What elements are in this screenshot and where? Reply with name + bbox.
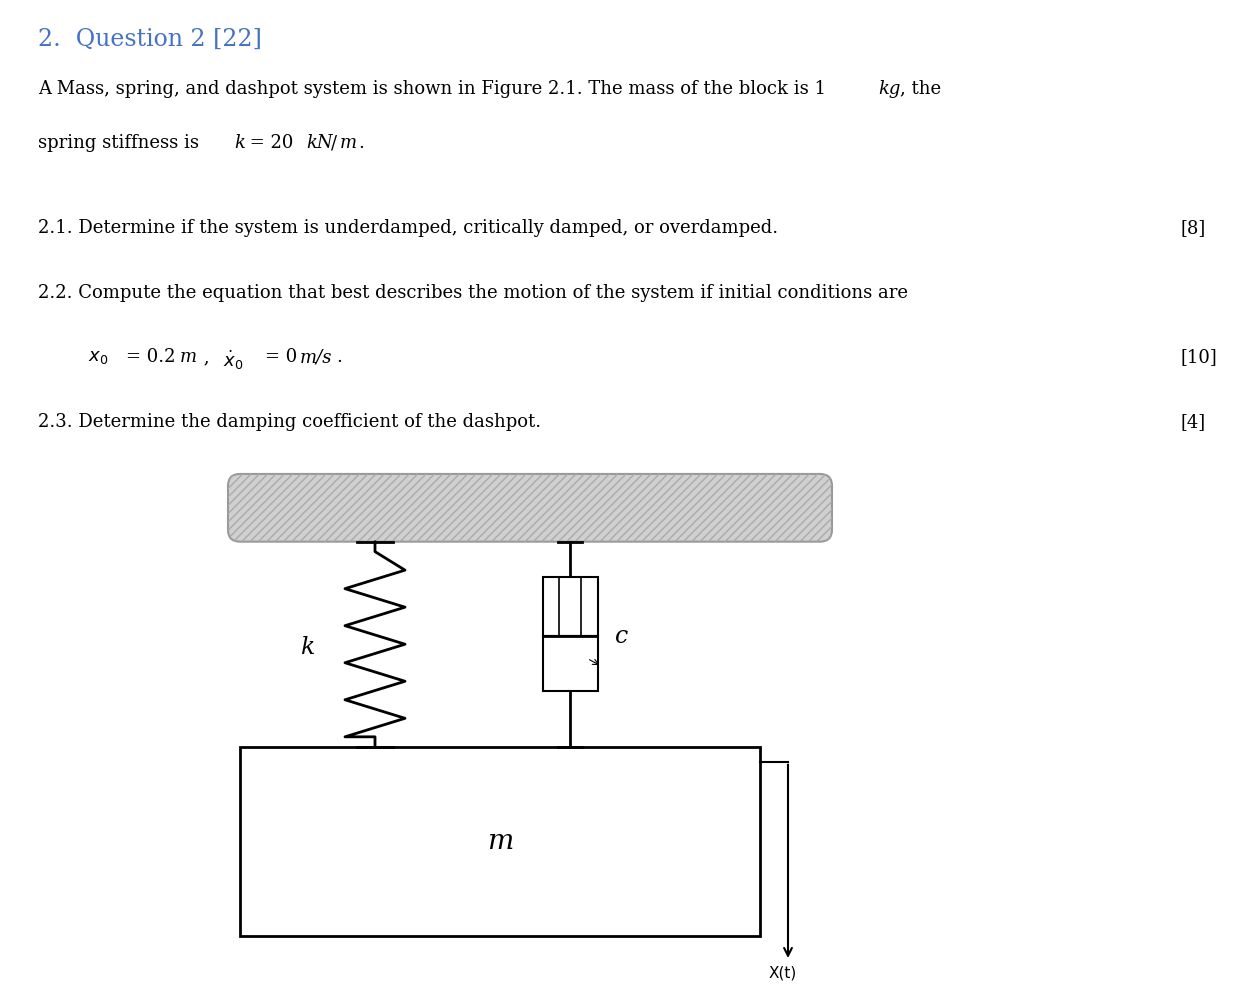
Text: $\dot{x}_0$: $\dot{x}_0$: [223, 348, 244, 372]
Text: X(t): X(t): [769, 966, 797, 981]
Text: [8]: [8]: [1180, 219, 1205, 237]
Bar: [240, 747, 761, 936]
Text: 2.3. Determine the damping coefficient of the dashpot.: 2.3. Determine the damping coefficient o…: [38, 413, 542, 431]
Text: c: c: [615, 625, 628, 647]
Text: 2.  Question 2 [22]: 2. Question 2 [22]: [38, 28, 261, 51]
Bar: [543, 577, 598, 637]
Text: A Mass, spring, and dashpot system is shown in Figure 2.1. The mass of the block: A Mass, spring, and dashpot system is sh…: [38, 80, 832, 97]
Text: k: k: [300, 636, 314, 658]
Text: ,: ,: [198, 348, 215, 366]
Text: = 0.2: = 0.2: [126, 348, 181, 366]
Text: , the: , the: [899, 80, 941, 97]
Text: kg: kg: [878, 80, 901, 97]
Text: 2.2. Compute the equation that best describes the motion of the system if initia: 2.2. Compute the equation that best desc…: [38, 283, 908, 302]
Text: m: m: [340, 135, 357, 153]
Text: [10]: [10]: [1180, 348, 1217, 366]
Text: = 0: = 0: [265, 348, 303, 366]
Text: = 20: = 20: [244, 135, 299, 153]
Text: /: /: [332, 135, 337, 153]
Text: k: k: [234, 135, 245, 153]
Text: m: m: [180, 348, 198, 366]
Text: m/s: m/s: [300, 348, 333, 366]
Text: .: .: [337, 348, 342, 366]
Text: m: m: [487, 828, 513, 855]
Text: .: .: [358, 135, 364, 153]
Text: $x_0$: $x_0$: [88, 348, 109, 366]
Bar: [543, 637, 598, 691]
FancyBboxPatch shape: [228, 474, 832, 541]
Text: 2.1. Determine if the system is underdamped, critically damped, or overdamped.: 2.1. Determine if the system is underdam…: [38, 219, 778, 237]
Text: kN: kN: [306, 135, 333, 153]
Text: spring stiffness is: spring stiffness is: [38, 135, 205, 153]
Text: [4]: [4]: [1180, 413, 1205, 431]
